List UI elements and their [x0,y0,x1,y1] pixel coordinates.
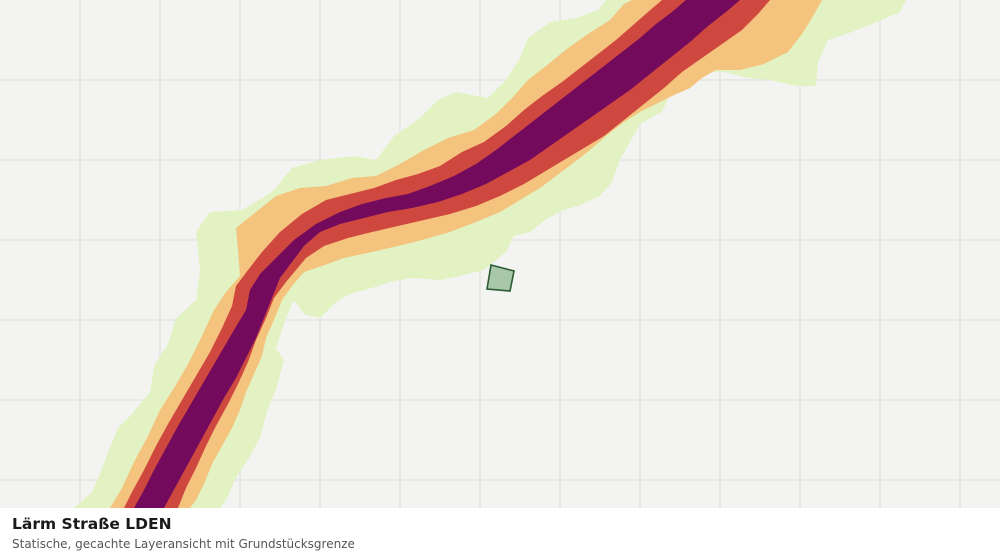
property-boundary-parcel[interactable] [486,264,515,292]
noise-map[interactable] [0,0,1000,508]
noise-band-outer [74,0,906,508]
map-caption: Lärm Straße LDEN Statische, gecachte Lay… [0,508,1000,560]
map-subtitle: Statische, gecachte Layeransicht mit Gru… [12,537,355,551]
map-title: Lärm Straße LDEN [12,515,172,533]
noise-band-medium [124,0,770,508]
noise-map-canvas [0,0,1000,508]
